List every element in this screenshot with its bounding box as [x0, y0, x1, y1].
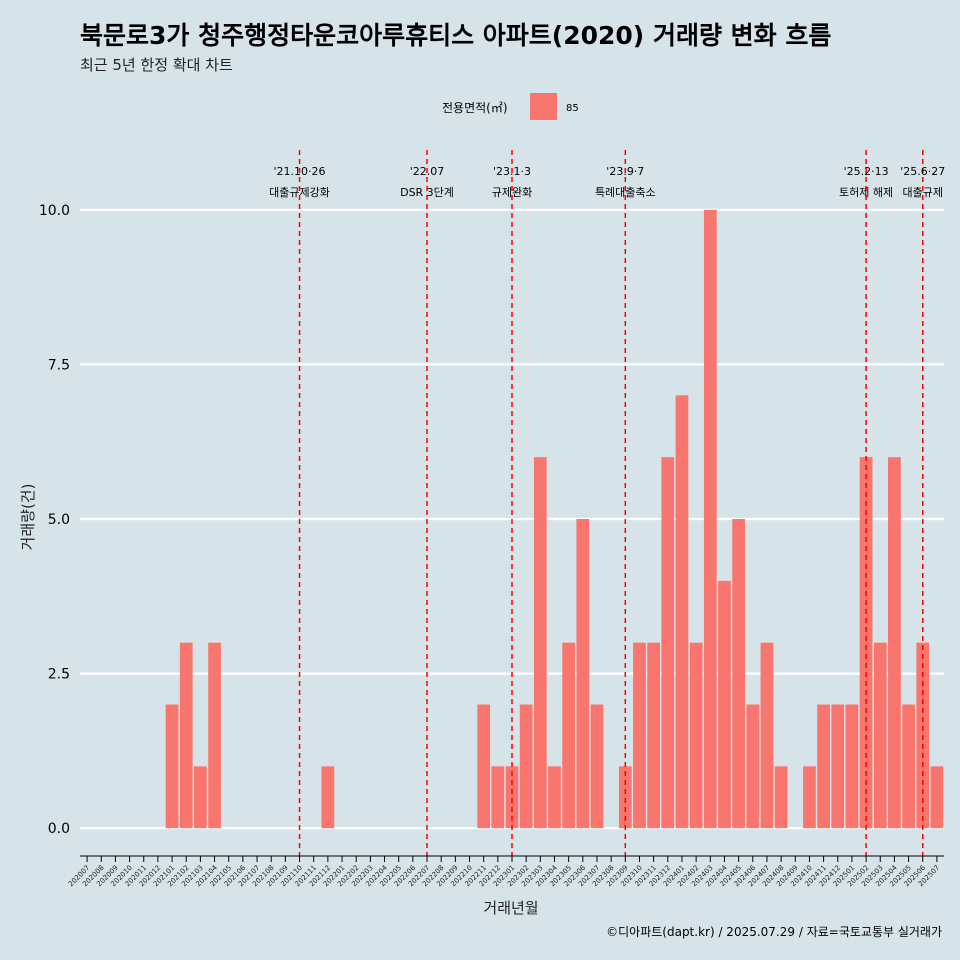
- bar: [194, 766, 207, 829]
- chart-title: 북문로3가 청주행정타운코아루휴티스 아파트(2020) 거래량 변화 흐름: [80, 21, 831, 50]
- bar: [548, 766, 561, 829]
- event-markers: '21.10·26 대출규제강화 '22.07 DSR 3단계 '23.1·3 규제완화 '…: [269, 150, 945, 856]
- event-date-label: '25.6·27: [900, 165, 945, 178]
- event-date-label: '25.2·13: [844, 165, 889, 178]
- bar: [321, 766, 335, 829]
- event-name-label: 특례대출축소: [595, 186, 656, 199]
- bar: [873, 642, 887, 829]
- bar: [718, 580, 731, 829]
- event-date-label: '23.9·7: [606, 165, 644, 178]
- event-name-label: DSR 3단계: [400, 186, 454, 199]
- bar: [902, 704, 915, 829]
- bar: [533, 457, 547, 829]
- event-name-label: 토허제 해제: [839, 185, 893, 199]
- bar: [831, 704, 845, 829]
- bar: [689, 642, 703, 829]
- y-tick-label: 10.0: [39, 203, 70, 219]
- legend-label: 85: [566, 103, 579, 114]
- bar: [661, 457, 675, 829]
- bar: [746, 704, 760, 829]
- bar: [859, 457, 873, 829]
- legend-swatch: [530, 93, 557, 120]
- bar: [732, 519, 745, 829]
- bar: [817, 704, 830, 829]
- bar: [774, 766, 788, 829]
- bar: [760, 642, 774, 829]
- bar: [675, 395, 689, 829]
- bar: [519, 704, 533, 829]
- bar: [491, 766, 505, 829]
- bar: [845, 704, 859, 829]
- bar: [590, 704, 604, 829]
- event-date-label: '22.07: [410, 165, 445, 178]
- legend-title: 전용면적(㎡): [442, 101, 508, 115]
- bar: [165, 704, 179, 829]
- bar: [477, 704, 491, 829]
- caption: ©디아파트(dapt.kr) / 2025.07.29 / 자료=국토교통부 실…: [606, 925, 942, 939]
- event-name-label: 대출규제강화: [269, 186, 330, 199]
- y-tick-label: 7.5: [48, 357, 70, 373]
- legend: 전용면적(㎡) 85: [442, 93, 579, 120]
- bar: [179, 642, 193, 829]
- y-tick-label: 2.5: [48, 667, 70, 683]
- y-tick-label: 5.0: [48, 512, 70, 528]
- bar: [930, 766, 944, 829]
- y-axis-title: 거래량(건): [19, 484, 37, 551]
- bar: [633, 642, 646, 829]
- x-axis-title: 거래년월: [483, 899, 538, 917]
- event-name-label: 대출규제: [903, 186, 943, 199]
- event-date-label: '23.1·3: [493, 165, 531, 178]
- event-name-label: 규제완화: [492, 186, 532, 199]
- bar: [208, 642, 221, 829]
- bar: [703, 209, 717, 829]
- bar: [888, 457, 901, 829]
- y-axis: 0.0 2.5 5.0 7.5 10.0: [39, 203, 70, 837]
- bar: [562, 642, 576, 829]
- chart-subtitle: 최근 5년 한정 확대 차트: [80, 56, 233, 74]
- y-tick-label: 0.0: [48, 821, 70, 837]
- event-date-label: '21.10·26: [274, 165, 326, 178]
- bar: [803, 766, 816, 829]
- bar: [647, 642, 661, 829]
- bar: [505, 766, 519, 829]
- bar: [576, 519, 590, 829]
- bars: [165, 209, 944, 829]
- bar: [618, 766, 632, 829]
